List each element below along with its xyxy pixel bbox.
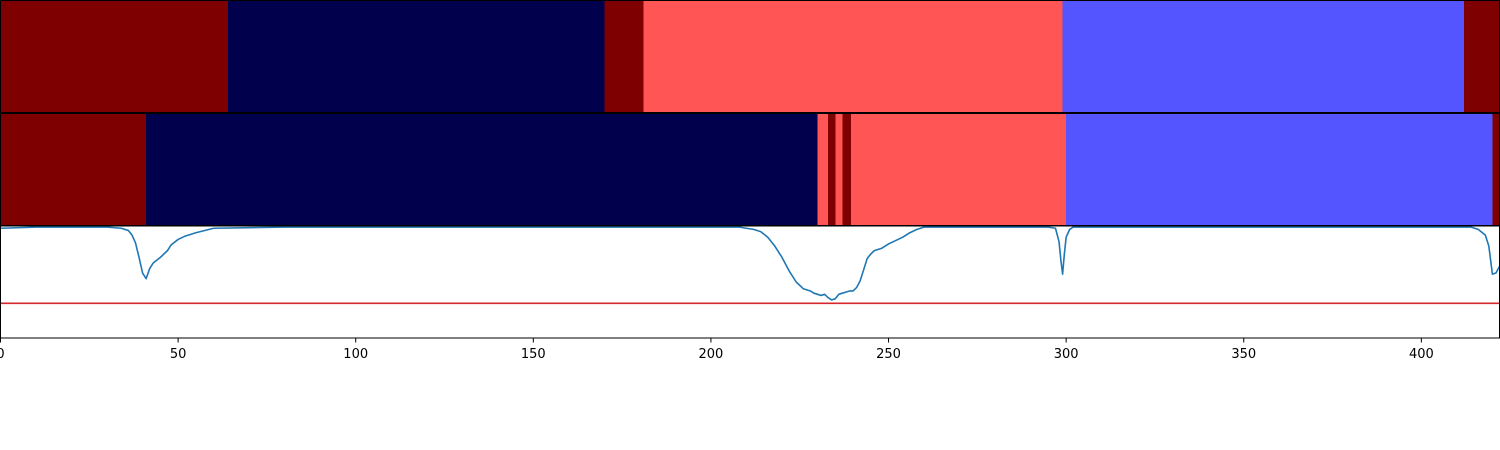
segment-bar — [1062, 0, 1464, 113]
segment-bar — [842, 113, 852, 226]
x-tick-label: 350 — [1231, 347, 1256, 362]
segment-bar — [604, 0, 644, 113]
segment-bar — [1066, 113, 1493, 226]
x-tick-label: 100 — [343, 347, 368, 362]
x-axis: 0 50 100 150 200 250 300 350 400 — [0, 338, 1434, 362]
panel-frame — [0, 225, 1500, 339]
segment-bar — [146, 113, 818, 226]
x-tick-label: 400 — [1409, 347, 1434, 362]
confidence-line-plot — [0, 226, 1500, 305]
segment-bar — [0, 0, 228, 113]
predicted-segment-strip — [0, 113, 1500, 226]
segment-bar — [817, 113, 829, 226]
segment-bar — [835, 113, 843, 226]
x-tick-label: 150 — [521, 347, 546, 362]
x-tick-label: 200 — [699, 347, 724, 362]
segment-bar — [1463, 0, 1500, 113]
x-tick-label: 300 — [1054, 347, 1079, 362]
segment-bar — [227, 0, 605, 113]
segment-bar — [1492, 113, 1500, 226]
x-tick-label: 250 — [876, 347, 901, 362]
segment-bar — [0, 113, 147, 226]
segment-bar — [851, 113, 1067, 226]
x-tick-label: 0 — [0, 347, 5, 362]
segment-bar — [643, 0, 1063, 113]
confidence-series-line — [0, 226, 1500, 301]
x-tick-label: 50 — [170, 347, 187, 362]
segment-bar — [828, 113, 836, 226]
ground-truth-segment-strip — [0, 0, 1500, 113]
